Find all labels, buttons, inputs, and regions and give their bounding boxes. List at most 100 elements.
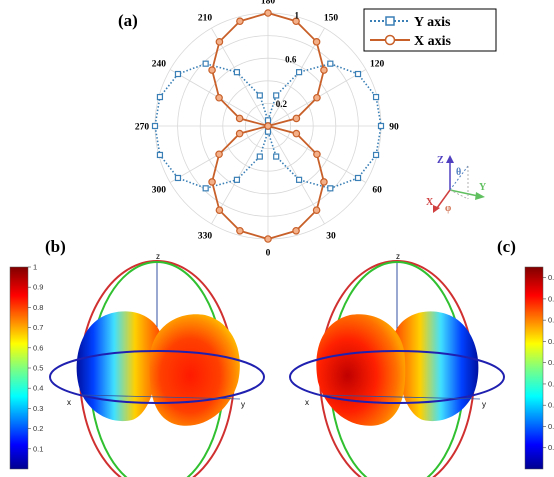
point-x-axis bbox=[264, 235, 272, 243]
angle-tick-240: 240 bbox=[152, 60, 167, 70]
point-y-axis bbox=[202, 60, 209, 67]
point-y-axis bbox=[233, 176, 241, 183]
colorbar-tick-0.7: 0.7 bbox=[548, 316, 554, 325]
triad-direction bbox=[449, 165, 469, 191]
point-x-axis bbox=[236, 17, 244, 26]
colorbar-tick-0.9: 0.9 bbox=[33, 283, 43, 292]
point-y-axis bbox=[354, 174, 362, 182]
colorbar-tick-0.5: 0.5 bbox=[33, 364, 43, 373]
triad-z-arrow bbox=[446, 155, 454, 163]
point-x-axis bbox=[292, 129, 301, 138]
colorbar-tick-0.4: 0.4 bbox=[548, 379, 554, 388]
angle-tick-30: 30 bbox=[326, 232, 336, 242]
angle-tick-60: 60 bbox=[372, 185, 382, 195]
point-x-axis bbox=[313, 93, 321, 102]
triad-label-z: Z bbox=[437, 155, 444, 166]
radial-tick-0.6: 0.6 bbox=[285, 55, 297, 65]
legend-x-label: X axis bbox=[414, 34, 452, 49]
point-y-axis bbox=[295, 69, 303, 76]
colorbar-tick-0.1: 0.1 bbox=[548, 443, 554, 452]
point-y-axis bbox=[372, 151, 380, 159]
colorbar-tick-1: 1 bbox=[33, 263, 37, 272]
pattern-b: z y x bbox=[49, 252, 265, 477]
angle-tick-90: 90 bbox=[389, 123, 399, 133]
point-x-axis bbox=[320, 66, 328, 74]
point-y-axis bbox=[151, 122, 159, 130]
legend-y-label: Y axis bbox=[414, 15, 451, 30]
triad-label-x: X bbox=[426, 197, 434, 208]
point-x-axis bbox=[236, 226, 244, 235]
colorbar-tick-0.2: 0.2 bbox=[33, 424, 43, 433]
point-x-axis bbox=[208, 66, 216, 74]
legend-x-marker bbox=[384, 34, 396, 46]
point-y-axis bbox=[273, 153, 280, 160]
colorbar-tick-0.8: 0.8 bbox=[548, 294, 554, 303]
axis-label-z-b: z bbox=[156, 252, 160, 261]
colorbar-tick-0.4: 0.4 bbox=[33, 384, 43, 393]
point-y-axis bbox=[156, 93, 164, 101]
point-y-axis bbox=[202, 185, 209, 192]
point-x-axis bbox=[215, 150, 223, 159]
angle-tick-150: 150 bbox=[324, 13, 339, 23]
point-y-axis bbox=[273, 92, 280, 99]
lobe-right-b bbox=[149, 314, 240, 426]
polar-angle-ticks: 0 30 60 90 120 150 180 210 240 270 300 330 bbox=[135, 0, 399, 258]
point-y-axis bbox=[377, 122, 385, 130]
colorbar-tick-0.6: 0.6 bbox=[548, 337, 554, 346]
point-x-axis bbox=[264, 122, 272, 130]
colorbar-tick-0.6: 0.6 bbox=[33, 343, 43, 352]
triad-phi: φ bbox=[445, 203, 451, 214]
point-y-axis bbox=[174, 174, 182, 182]
coordinate-triad: Z Y X θ φ bbox=[426, 155, 487, 214]
radial-tick-0.2: 0.2 bbox=[276, 99, 288, 109]
point-y-axis bbox=[354, 70, 362, 78]
point-x-axis bbox=[215, 93, 223, 102]
ring-xy-c bbox=[289, 350, 505, 404]
angle-tick-270: 270 bbox=[135, 123, 150, 133]
colorbar-tick-0.8: 0.8 bbox=[33, 303, 43, 312]
triad-x-arrow bbox=[433, 205, 440, 213]
angle-tick-210: 210 bbox=[198, 13, 213, 23]
polar-series bbox=[151, 9, 385, 243]
colorbar-tick-0.1: 0.1 bbox=[33, 444, 43, 453]
point-y-axis bbox=[372, 93, 380, 101]
polar-radial-ticks: 0.2 0.6 1 bbox=[276, 10, 300, 108]
triad-x-axis bbox=[436, 189, 451, 209]
point-y-axis bbox=[264, 128, 272, 135]
lobe-right-c bbox=[395, 311, 479, 422]
point-x-axis bbox=[312, 206, 321, 214]
point-x-axis bbox=[292, 226, 300, 235]
colorbar-tick-0.7: 0.7 bbox=[33, 323, 43, 332]
point-y-axis bbox=[264, 117, 272, 124]
point-x-axis bbox=[320, 178, 328, 186]
angle-tick-180: 180 bbox=[261, 0, 276, 7]
point-y-axis bbox=[233, 69, 241, 76]
point-x-axis bbox=[312, 38, 321, 46]
legend: Y axis X axis bbox=[363, 8, 497, 52]
panel-label-b: (b) bbox=[45, 237, 66, 256]
axis-label-y-b: y bbox=[241, 400, 245, 409]
point-y-axis bbox=[327, 60, 334, 67]
legend-box bbox=[363, 8, 497, 52]
point-y-axis bbox=[256, 153, 263, 160]
colorbar-tick-0.5: 0.5 bbox=[548, 358, 554, 367]
panel-label-a: (a) bbox=[118, 11, 138, 30]
point-y-axis bbox=[256, 92, 263, 99]
triad-projection-base bbox=[449, 189, 469, 200]
point-x-axis bbox=[313, 150, 321, 159]
point-x-axis bbox=[215, 38, 224, 46]
colorbar-b bbox=[9, 266, 29, 470]
y-axis-line-c bbox=[317, 394, 481, 400]
point-x-axis bbox=[235, 129, 244, 138]
triad-y-axis bbox=[449, 189, 479, 197]
axis-label-y-c: y bbox=[482, 400, 486, 409]
angle-tick-300: 300 bbox=[152, 185, 167, 195]
colorbar-tick-0.9: 0.9 bbox=[548, 273, 554, 282]
colorbar-c-ticks: 0.1 0.2 0.3 0.4 0.5 0.6 0.7 0.8 0.9 bbox=[543, 273, 554, 452]
point-y-axis bbox=[295, 176, 303, 183]
ring-xy-b bbox=[49, 350, 265, 404]
lobe-left-c bbox=[316, 314, 406, 426]
colorbar-tick-0.2: 0.2 bbox=[548, 422, 554, 431]
colorbar-tick-0.3: 0.3 bbox=[33, 404, 43, 413]
